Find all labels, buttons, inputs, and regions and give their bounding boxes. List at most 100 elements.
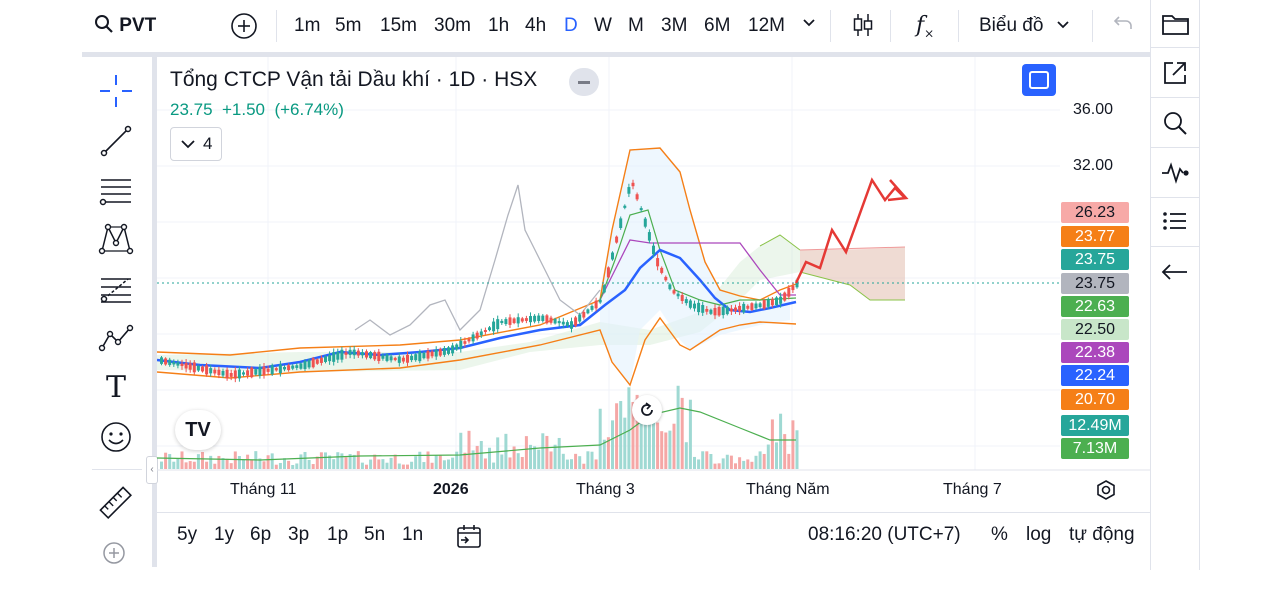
volume-bar	[693, 456, 696, 469]
watchlist-button[interactable]	[1157, 203, 1193, 239]
interval-d-button[interactable]: D	[564, 15, 578, 36]
candle	[705, 308, 709, 312]
interval-12m-button[interactable]: 12M	[748, 15, 785, 36]
interval-dropdown-button[interactable]	[801, 12, 817, 40]
candle	[775, 297, 778, 306]
volume-bar	[291, 464, 295, 469]
interval-3m-button[interactable]: 3M	[661, 15, 688, 36]
volume-bar	[172, 461, 176, 469]
log-toggle[interactable]: log	[1026, 524, 1052, 545]
range-3p-button[interactable]: 3p	[288, 524, 310, 545]
interval-m-button[interactable]: M	[628, 15, 644, 36]
volume-bar	[676, 385, 680, 469]
candle	[414, 354, 418, 361]
interval-15m-button[interactable]: 15m	[380, 15, 417, 36]
undo-button[interactable]	[1112, 12, 1134, 40]
candle-type-button[interactable]	[852, 12, 874, 40]
chart-settings-button[interactable]	[1094, 478, 1118, 507]
interval-1h-button[interactable]: 1h	[488, 15, 510, 36]
candle	[578, 314, 582, 322]
fib-retracement-icon	[99, 179, 131, 206]
minimize-legend-button[interactable]	[569, 68, 599, 96]
interval-w-button[interactable]: W	[594, 15, 612, 36]
interval-6m-button[interactable]: 6M	[704, 15, 731, 36]
candle	[442, 347, 446, 355]
volume-bar	[451, 457, 455, 469]
volume-bar	[729, 455, 733, 469]
fib-tool[interactable]	[98, 173, 134, 209]
candle	[471, 334, 475, 342]
volume-bar	[787, 453, 791, 469]
volume-bar	[721, 458, 725, 469]
candle	[160, 357, 163, 364]
zoom-in-tool[interactable]	[98, 537, 134, 573]
indicators-button[interactable]: f×	[916, 12, 934, 40]
layout-folder-button[interactable]	[1157, 6, 1193, 42]
volume-bar	[160, 461, 163, 469]
candle	[270, 365, 274, 375]
price-chart[interactable]	[157, 57, 1150, 510]
crosshair-tool[interactable]	[98, 73, 134, 109]
symbol-search-button[interactable]: PVT	[94, 12, 156, 40]
reset-chart-button[interactable]	[632, 395, 662, 425]
volume-bar	[455, 451, 459, 469]
volume-bar	[479, 441, 483, 469]
volume-bar	[246, 454, 250, 469]
candle	[635, 194, 639, 200]
trend-line-tool[interactable]	[98, 123, 134, 159]
time-label: Tháng 3	[576, 481, 635, 498]
interval-30m-button[interactable]: 30m	[434, 15, 471, 36]
candle	[369, 351, 373, 359]
indicators-toggle[interactable]: 4	[170, 127, 222, 161]
price-change-pct: (+6.74%)	[274, 100, 344, 119]
goto-date-button[interactable]	[455, 524, 483, 556]
candle	[221, 370, 225, 376]
range-1n-button[interactable]: 1n	[402, 524, 424, 545]
price-summary: 23.75 +1.50 (+6.74%)	[170, 100, 344, 120]
folder-icon	[1162, 15, 1189, 35]
fullscreen-button[interactable]	[1022, 64, 1056, 96]
text-icon: T	[105, 370, 126, 405]
candle	[373, 352, 377, 360]
candle	[291, 365, 295, 369]
volume-bar	[418, 451, 422, 469]
range-5n-button[interactable]: 5n	[364, 524, 386, 545]
range-6p-button[interactable]: 6p	[250, 524, 272, 545]
candle	[750, 303, 754, 310]
candle	[500, 320, 504, 324]
forecast-tool[interactable]	[98, 271, 134, 307]
tradingview-logo[interactable]: TV	[175, 410, 221, 450]
volume-bar	[180, 451, 184, 469]
timezone-clock[interactable]: 08:16:20 (UTC+7)	[808, 524, 961, 545]
interval-1m-button[interactable]: 1m	[294, 15, 321, 36]
candle	[541, 315, 545, 321]
range-5y-button[interactable]: 5y	[177, 524, 198, 545]
alerts-button[interactable]	[1157, 155, 1193, 191]
volume-bar	[582, 463, 586, 469]
volume-bar	[250, 459, 254, 469]
emoji-tool[interactable]	[98, 419, 134, 455]
chevron-down-icon	[1057, 21, 1069, 29]
interval-4h-button[interactable]: 4h	[525, 15, 547, 36]
percent-toggle[interactable]: %	[991, 524, 1008, 545]
volume-bar	[205, 461, 209, 469]
candle	[463, 341, 467, 344]
auto-scale-toggle[interactable]: tự động	[1069, 524, 1135, 545]
pattern-icon	[98, 223, 134, 255]
pattern-tool[interactable]	[98, 221, 134, 257]
interval-5m-button[interactable]: 5m	[335, 15, 362, 36]
open-external-button[interactable]	[1157, 55, 1193, 91]
text-tool[interactable]: T	[98, 370, 134, 406]
chart-type-dropdown[interactable]: Biểu đồ	[979, 12, 1071, 40]
price-change: +1.50	[222, 100, 266, 119]
search-button[interactable]	[1157, 105, 1193, 141]
range-1p-button[interactable]: 1p	[327, 524, 349, 545]
range-1y-button[interactable]: 1y	[214, 524, 235, 545]
measure-tool[interactable]	[98, 485, 134, 521]
volume-bar	[742, 460, 746, 469]
prediction-tool[interactable]	[98, 320, 134, 356]
collapse-panel-button[interactable]	[1157, 254, 1193, 290]
compare-button[interactable]	[230, 12, 258, 40]
volume-bar	[340, 453, 344, 469]
volume-bar	[688, 399, 692, 469]
